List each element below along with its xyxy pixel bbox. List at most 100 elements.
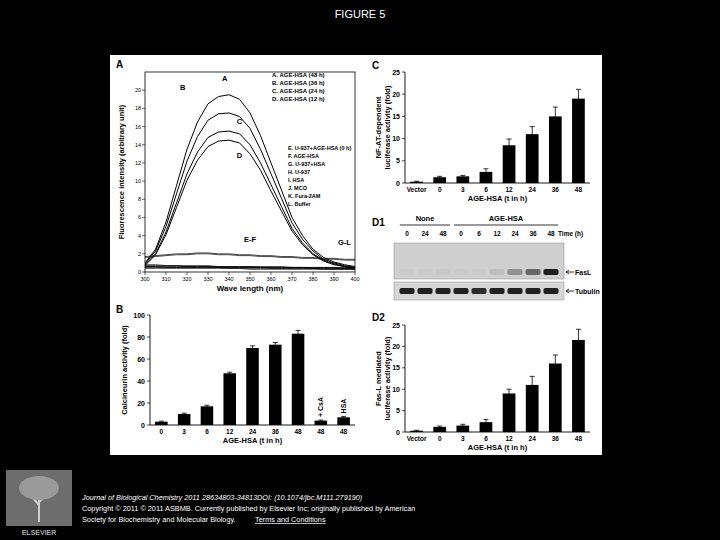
error-bar [250, 346, 255, 350]
group-label: None [416, 214, 435, 223]
band [399, 269, 414, 275]
spectrum-line [145, 140, 355, 268]
x-tick [208, 272, 209, 275]
lane-label: 0 [459, 230, 463, 237]
bar [155, 422, 168, 425]
error-bar [576, 329, 581, 350]
error-bar [507, 139, 512, 151]
error-bar [576, 89, 581, 108]
error-bar [159, 421, 164, 422]
bar-annotation: HSA [340, 399, 347, 414]
bars [155, 330, 350, 425]
band [525, 269, 540, 275]
band [435, 288, 450, 294]
band [543, 288, 558, 294]
blot-strip [394, 282, 564, 300]
bar [337, 417, 350, 425]
bar [433, 177, 446, 183]
background [0, 0, 720, 540]
curve-label: E-F [244, 235, 257, 244]
y-tick [142, 108, 145, 109]
x-tick-label: 370 [287, 276, 296, 282]
x-tick-label: 6 [205, 428, 209, 435]
band-label: FasL [575, 269, 592, 276]
y-tick [147, 315, 150, 316]
y-tick-label: 10 [392, 135, 400, 142]
x-tick-label: 350 [245, 276, 254, 282]
y-tick [147, 337, 150, 338]
x-tick-label: 0 [160, 428, 164, 435]
legend-entry: D. AGE-HSA (12 h) [272, 96, 325, 102]
x-tick [166, 272, 167, 275]
data-lines [145, 95, 355, 270]
x-tick-label: 0 [438, 435, 442, 442]
spectrum-line [145, 254, 355, 260]
error-bar [437, 176, 442, 178]
x-tick-label: 24 [529, 186, 537, 193]
y-tick [402, 367, 405, 368]
spectrum-line [145, 113, 355, 268]
curve-label: C [237, 117, 243, 126]
legend-entry: A. AGE-HSA (48 h) [272, 72, 325, 78]
footer-text: Journal of Biological Chemistry 2011 286… [81, 493, 362, 502]
axis-title: AGE-HSA (t in h) [468, 194, 528, 203]
spectrum-line [145, 267, 355, 269]
bar [572, 340, 585, 432]
y-tick-label: 20 [137, 400, 145, 407]
figure: FIGURE 5ELSEVIERJournal of Biological Ch… [0, 0, 720, 540]
logo-crown [19, 476, 59, 500]
y-tick-label: 20 [135, 87, 141, 93]
group-line [454, 225, 558, 226]
legend-entry: F. AGE-HSA [288, 153, 319, 159]
curve-label: D [237, 151, 243, 160]
x-tick [250, 272, 251, 275]
panel-B: B020406080100036122436484848AGE-HSA (t i… [116, 304, 355, 445]
x-tick-label: Vector [407, 186, 427, 193]
x-tick [229, 272, 230, 275]
panel-letter: D1 [372, 217, 385, 228]
error-bar [437, 426, 442, 428]
y-tick-label: 0 [396, 180, 400, 187]
y-tick [142, 217, 145, 218]
error-bar [204, 405, 209, 407]
x-tick-label: 24 [249, 428, 257, 435]
band-arrow [566, 270, 574, 274]
lane-label: 12 [493, 230, 501, 237]
band-label: Tubulin [575, 288, 600, 295]
band [525, 288, 540, 294]
y-tick [402, 138, 405, 139]
error-bar [460, 175, 465, 177]
y-tick [142, 253, 145, 254]
y-tick [402, 183, 405, 184]
logo-box [6, 470, 72, 526]
x-tick [334, 272, 335, 275]
y-tick [147, 359, 150, 360]
y-tick [142, 235, 145, 236]
error-bar [483, 420, 488, 425]
y-tick-label: 6 [138, 214, 141, 220]
legend-entry: E. U-937+AGE-HSA (0 h) [288, 145, 351, 151]
x-tick-label: 12 [505, 435, 513, 442]
x-tick-label: 6 [484, 186, 488, 193]
x-tick-label: 320 [182, 276, 191, 282]
x-tick-label: 48 [294, 428, 302, 435]
footer-text: Copyright © 2011 © 2011 ASBMB. Currently… [82, 504, 415, 513]
error-bar [530, 127, 535, 142]
y-tick [142, 90, 145, 91]
y-tick [147, 381, 150, 382]
x-tick [187, 272, 188, 275]
spectrum-line [145, 265, 355, 268]
y-tick-label: 25 [392, 69, 400, 76]
x-tick-label: 48 [575, 435, 583, 442]
y-tick-label: 5 [396, 407, 400, 414]
y-tick [402, 325, 405, 326]
x-tick-label: 12 [505, 186, 513, 193]
bars [410, 89, 585, 183]
spectrum-line [145, 268, 355, 270]
panel-letter: B [116, 304, 123, 315]
y-tick-label: 25 [392, 322, 400, 329]
y-tick-label: 10 [392, 386, 400, 393]
spectrum-line [145, 253, 355, 259]
curve-label: B [180, 83, 186, 92]
legend-entry: I. HSA [288, 177, 304, 183]
